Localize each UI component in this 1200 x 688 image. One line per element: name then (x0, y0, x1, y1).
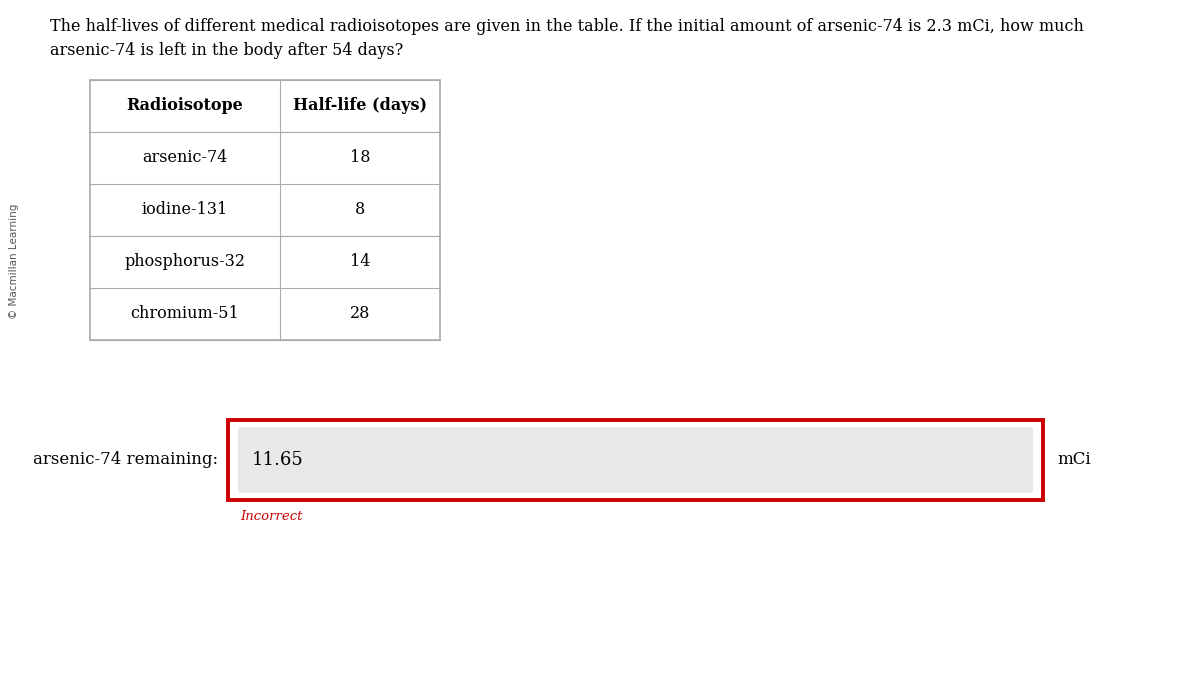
Text: mCi: mCi (1057, 451, 1091, 469)
Text: 18: 18 (349, 149, 371, 166)
Text: 8: 8 (355, 202, 365, 219)
Text: Incorrect: Incorrect (240, 510, 302, 523)
Text: arsenic-74: arsenic-74 (143, 149, 228, 166)
Text: 28: 28 (350, 305, 370, 323)
Text: arsenic-74 remaining:: arsenic-74 remaining: (32, 451, 218, 469)
Text: Half-life (days): Half-life (days) (293, 98, 427, 114)
Text: © Macmillan Learning: © Macmillan Learning (10, 204, 19, 319)
Text: 11.65: 11.65 (252, 451, 304, 469)
Text: 14: 14 (350, 253, 370, 270)
Text: The half-lives of different medical radioisotopes are given in the table. If the: The half-lives of different medical radi… (50, 18, 1084, 35)
Text: Radioisotope: Radioisotope (127, 98, 244, 114)
Text: iodine-131: iodine-131 (142, 202, 228, 219)
Bar (90, 80, 440, 340)
Text: arsenic-74 is left in the body after 54 days?: arsenic-74 is left in the body after 54 … (50, 42, 403, 59)
Text: chromium-51: chromium-51 (131, 305, 239, 323)
Bar (228, 420, 1043, 500)
FancyBboxPatch shape (238, 427, 1033, 493)
Text: phosphorus-32: phosphorus-32 (125, 253, 246, 270)
